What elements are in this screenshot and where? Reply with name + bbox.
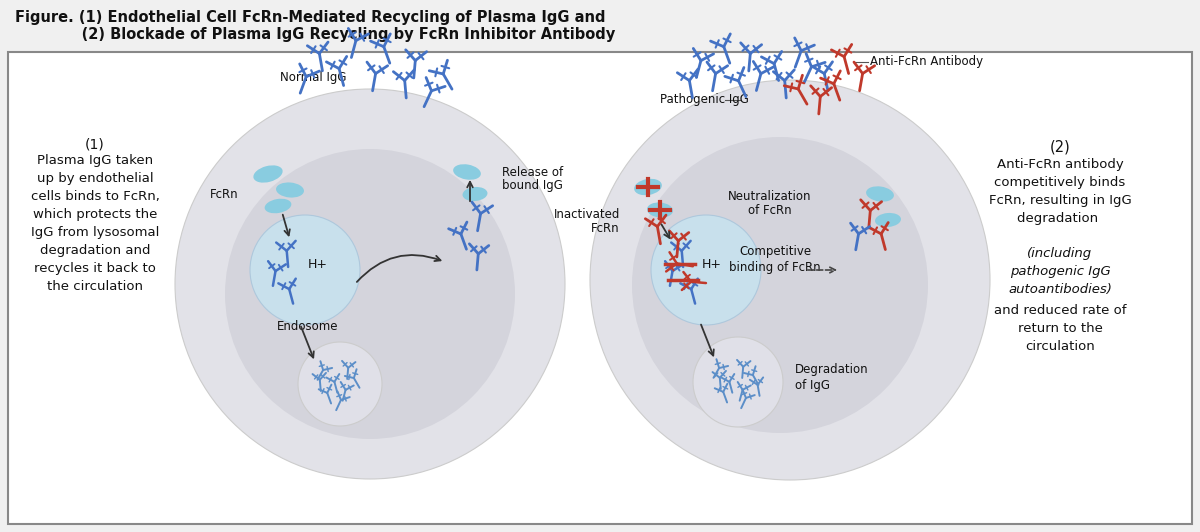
Text: H+: H+: [702, 257, 722, 270]
Text: Endosome: Endosome: [277, 320, 338, 334]
Text: of FcRn: of FcRn: [748, 204, 792, 218]
Circle shape: [226, 149, 515, 439]
Text: Competitive: Competitive: [739, 245, 811, 259]
Text: (1): (1): [85, 137, 104, 151]
Ellipse shape: [875, 213, 901, 227]
Ellipse shape: [462, 187, 487, 201]
Text: Release of: Release of: [502, 165, 563, 179]
Text: Normal IgG: Normal IgG: [280, 71, 347, 84]
Ellipse shape: [253, 165, 283, 182]
Text: Figure. (1) Endothelial Cell FcRn-Mediated Recycling of Plasma IgG and: Figure. (1) Endothelial Cell FcRn-Mediat…: [14, 10, 606, 25]
Text: bound IgG: bound IgG: [502, 179, 563, 193]
Text: Neutralization: Neutralization: [728, 190, 811, 204]
Text: Plasma IgG taken
up by endothelial
cells binds to FcRn,
which protects the
IgG f: Plasma IgG taken up by endothelial cells…: [30, 154, 160, 293]
Ellipse shape: [265, 199, 292, 213]
Circle shape: [590, 80, 990, 480]
Text: FcRn: FcRn: [210, 187, 239, 201]
Circle shape: [298, 342, 382, 426]
Text: and reduced rate of
return to the
circulation: and reduced rate of return to the circul…: [994, 304, 1127, 353]
Text: Anti-FcRn antibody
competitively binds
FcRn, resulting in IgG
degradation: Anti-FcRn antibody competitively binds F…: [989, 158, 1132, 225]
Text: Degradation: Degradation: [796, 363, 869, 377]
Text: (2): (2): [1050, 140, 1070, 155]
Text: of IgG: of IgG: [796, 378, 830, 392]
Text: H+: H+: [308, 257, 328, 270]
Circle shape: [250, 215, 360, 325]
Circle shape: [632, 137, 928, 433]
Text: Inactivated: Inactivated: [553, 207, 620, 220]
Text: Anti-FcRn Antibody: Anti-FcRn Antibody: [870, 55, 983, 69]
Ellipse shape: [454, 164, 481, 180]
Ellipse shape: [647, 203, 673, 218]
Ellipse shape: [634, 179, 662, 195]
Ellipse shape: [276, 182, 304, 197]
Circle shape: [650, 215, 761, 325]
FancyBboxPatch shape: [8, 52, 1192, 524]
Text: (2) Blockade of Plasma IgG Recycling by FcRn Inhibitor Antibody: (2) Blockade of Plasma IgG Recycling by …: [14, 27, 616, 42]
Text: binding of FcRn: binding of FcRn: [730, 261, 821, 273]
Text: Pathogenic IgG: Pathogenic IgG: [660, 94, 749, 106]
Text: (including
pathogenic IgG
autoantibodies): (including pathogenic IgG autoantibodies…: [1008, 247, 1112, 296]
Circle shape: [694, 337, 784, 427]
Circle shape: [175, 89, 565, 479]
Text: FcRn: FcRn: [592, 221, 620, 235]
Ellipse shape: [866, 186, 894, 202]
